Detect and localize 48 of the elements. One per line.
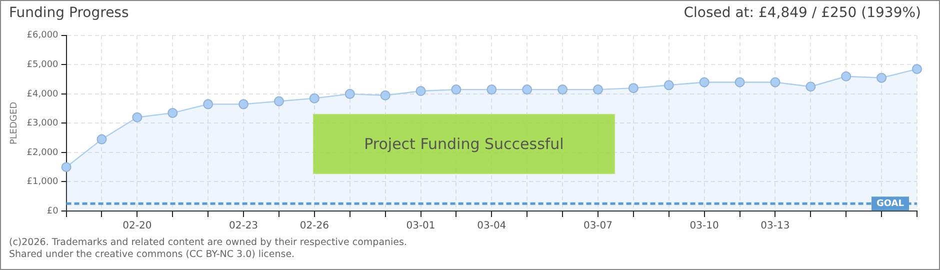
point	[96, 134, 107, 144]
point	[806, 82, 816, 92]
point	[61, 162, 72, 172]
point	[132, 112, 142, 122]
point	[770, 77, 780, 88]
y-tick-label: £4,000	[26, 89, 59, 100]
annotation: Project Funding Successful	[364, 135, 564, 154]
point	[416, 86, 426, 96]
point	[558, 84, 568, 95]
point	[841, 71, 852, 82]
y-tick-label: £0	[46, 206, 59, 216]
banner: Project Funding Successful	[312, 114, 615, 174]
point	[486, 84, 497, 95]
point	[309, 93, 320, 104]
x-tick-label: 02-23	[228, 220, 258, 232]
point	[699, 77, 710, 88]
x-tick-label: 03-13	[760, 220, 790, 232]
point	[203, 99, 214, 110]
point	[380, 90, 390, 100]
point	[664, 80, 674, 90]
point	[451, 84, 462, 95]
point	[592, 84, 603, 95]
point	[876, 72, 887, 83]
point	[274, 96, 284, 106]
x-tick-label: 03-04	[477, 220, 506, 232]
chart-subtitle: Closed at: £4,849 / £250 (1939%)	[684, 5, 921, 23]
point	[628, 83, 638, 94]
y-axis-title: PLEDGED	[10, 102, 20, 145]
y-tick-label: £3,000	[26, 118, 59, 129]
ref-line-label: GOAL	[876, 199, 904, 210]
text: Shared under the creative commons (CC BY-NC 3.0) license.	[9, 249, 296, 261]
y-tick-label: £5,000	[26, 60, 59, 70]
point	[734, 77, 745, 88]
x-tick-label: 02-20	[122, 220, 152, 232]
y-tick-label: £6,000	[26, 30, 59, 41]
chart-title: Funding Progress	[9, 5, 129, 23]
point	[238, 99, 249, 110]
y-tick-label: £1,000	[26, 177, 59, 188]
point	[344, 88, 355, 99]
x-tick-label: 03-10	[690, 220, 719, 232]
x-tick-label: 03-01	[406, 220, 436, 232]
y-tick-label: £2,000	[26, 148, 59, 158]
point	[168, 108, 178, 118]
point	[912, 64, 922, 74]
x-tick-label: 02-26	[300, 220, 329, 232]
x-tick-label: 03-07	[583, 220, 613, 232]
point	[522, 84, 532, 95]
text: (c)2026. Trademarks and related content are owned by their respective companies.	[9, 237, 408, 249]
